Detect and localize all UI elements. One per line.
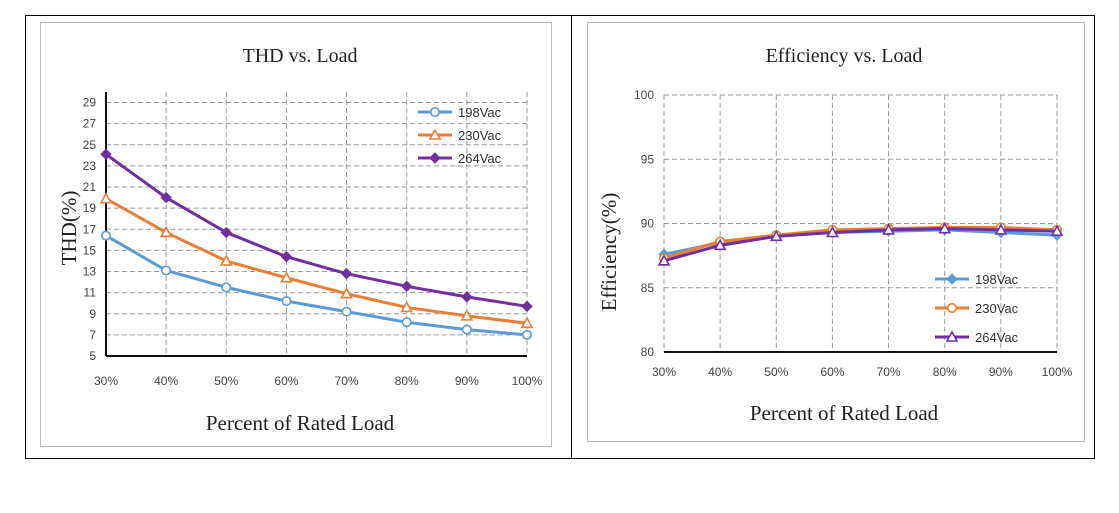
eff-data-point [994, 223, 1008, 235]
thd-data-point [220, 226, 232, 239]
figure-frame [25, 15, 1095, 459]
thd-y-tick-label: 27 [83, 117, 97, 131]
thd-data-point [340, 287, 353, 299]
eff-legend-label: 264Vac [975, 330, 1019, 345]
thd-y-tick-label: 11 [84, 286, 97, 300]
thd-data-point [219, 254, 233, 266]
efficiency-chart-title: Efficiency vs. Load [766, 45, 923, 67]
thd-x-tick-label: 70% [335, 374, 359, 388]
thd-data-point [99, 192, 113, 204]
eff-series-line-230Vac [662, 225, 1059, 260]
thd-x-tick-label: 80% [395, 374, 419, 388]
thd-y-tick-label: 29 [83, 96, 97, 110]
thd-y-tick-label: 9 [89, 307, 96, 321]
thd-data-point [341, 306, 352, 317]
figure-divider [571, 15, 572, 459]
thd-data-point [401, 317, 412, 328]
eff-legend-marker [946, 302, 957, 313]
eff-x-tick-label: 50% [764, 365, 788, 379]
eff-x-tick-label: 60% [820, 365, 844, 379]
thd-data-point [280, 271, 293, 283]
efficiency-plot: 80 85 90 95 100 30% 40% 50% 60% 70% 80% 90% 100% 198V… [634, 88, 1073, 379]
thd-data-point [160, 191, 172, 204]
thd-data-point [461, 291, 473, 303]
eff-x-tick-label: 100% [1042, 365, 1073, 379]
thd-data-point [161, 265, 172, 276]
thd-data-point [521, 329, 532, 340]
eff-x-tick-label: 30% [652, 365, 676, 379]
thd-x-tick-label: 50% [214, 374, 238, 388]
eff-x-tick-label: 90% [989, 365, 1013, 379]
thd-y-tick-label: 25 [83, 138, 97, 152]
thd-series-line-230Vac [104, 197, 529, 325]
thd-y-tick-label: 13 [83, 265, 97, 279]
eff-data-point [826, 225, 839, 238]
thd-x-tick-label: 40% [154, 374, 178, 388]
thd-legend-label: 264Vac [458, 151, 502, 166]
eff-legend-marker [946, 273, 958, 285]
thd-data-point [159, 225, 173, 238]
thd-y-tick-label: 15 [83, 243, 97, 257]
thd-data-point [281, 296, 292, 307]
thd-y-tick-label: 23 [83, 159, 97, 173]
thd-plot: 5 7 9 11 13 15 17 19 21 23 25 27 29 30% 40% 50% 60% 70% 80… [83, 92, 543, 388]
thd-legend-marker [429, 152, 441, 164]
thd-y-tick-label: 5 [89, 349, 96, 363]
thd-x-tick-label: 60% [274, 374, 298, 388]
eff-y-tick-label: 85 [641, 281, 655, 295]
thd-legend-marker [429, 107, 440, 118]
eff-data-point [657, 254, 671, 266]
eff-data-point [882, 223, 895, 235]
thd-data-point [461, 324, 472, 335]
eff-x-tick-label: 70% [877, 365, 901, 379]
thd-y-tick-label: 19 [83, 201, 97, 215]
eff-legend-label: 198Vac [975, 272, 1019, 287]
thd-data-point [460, 309, 474, 321]
thd-data-point [100, 148, 112, 161]
eff-x-tick-label: 80% [933, 365, 957, 379]
thd-y-tick-label: 21 [83, 180, 97, 194]
thd-series-line-198Vac [104, 234, 529, 337]
thd-series-line-264Vac [104, 152, 529, 308]
thd-x-tick-label: 30% [94, 374, 118, 388]
thd-legend-label: 230Vac [458, 128, 502, 143]
thd-x-tick-label: 100% [512, 374, 543, 388]
eff-legend-marker [945, 330, 959, 342]
eff-data-point [938, 221, 952, 234]
thd-data-point [520, 316, 534, 329]
thd-x-tick-label: 90% [455, 374, 479, 388]
eff-data-point [1050, 224, 1064, 237]
eff-y-tick-label: 100 [634, 88, 654, 102]
eff-x-tick-label: 40% [708, 365, 732, 379]
thd-y-tick-label: 17 [83, 222, 97, 236]
efficiency-x-axis-title: Percent of Rated Load [750, 401, 939, 425]
thd-data-point [101, 230, 112, 241]
eff-data-point [713, 238, 727, 251]
eff-y-tick-label: 95 [641, 152, 655, 166]
eff-y-tick-label: 90 [641, 217, 655, 231]
thd-data-point [280, 251, 293, 263]
eff-legend-label: 230Vac [975, 301, 1019, 316]
thd-y-tick-label: 7 [89, 328, 96, 342]
thd-data-point [400, 300, 414, 313]
eff-series-line-264Vac [662, 227, 1059, 263]
thd-data-point [401, 280, 413, 293]
thd-data-point [521, 300, 533, 313]
thd-legend-marker [428, 128, 442, 140]
thd-legend-label: 198Vac [458, 105, 502, 120]
eff-y-tick-label: 80 [641, 345, 655, 359]
efficiency-y-axis-title: Efficiency(%) [597, 193, 621, 312]
thd-data-point [340, 267, 353, 280]
thd-x-axis-title: Percent of Rated Load [206, 411, 395, 435]
thd-y-axis-title: THD(%) [57, 191, 81, 266]
thd-data-point [221, 282, 232, 293]
eff-data-point [769, 229, 783, 242]
thd-chart-title: THD vs. Load [243, 45, 358, 67]
